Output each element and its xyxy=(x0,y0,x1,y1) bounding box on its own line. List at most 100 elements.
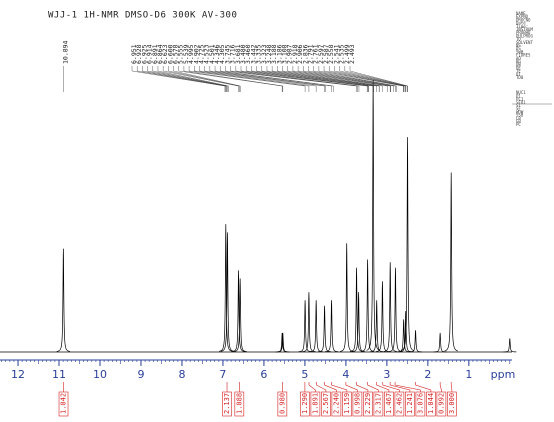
x-tick-label: 5 xyxy=(301,368,308,381)
parameter: NS xyxy=(516,43,521,48)
peak-label: 4.995 xyxy=(187,44,195,64)
peak-label: 2.587 xyxy=(322,44,330,64)
peak xyxy=(360,259,375,352)
peak-leader xyxy=(266,66,377,92)
peak-leader xyxy=(292,66,391,92)
peak-label: 3.323 xyxy=(260,44,268,64)
peak xyxy=(324,300,339,353)
x-tick-label: 6 xyxy=(260,368,267,381)
parameter: FIDRES xyxy=(516,53,531,58)
peak-label: 3.335 xyxy=(255,44,263,64)
integral-label: 0.992 xyxy=(437,393,445,414)
parameter: GB xyxy=(516,119,521,124)
x-tick-label: 10 xyxy=(93,368,107,381)
parameter: Date_ xyxy=(516,21,529,26)
peak-label: 2.558 xyxy=(327,44,335,64)
integral-box xyxy=(58,391,69,417)
peak-label: 2.493 xyxy=(348,44,356,64)
peak-label: 3.186 xyxy=(275,44,283,64)
parameter: SSB xyxy=(516,113,524,118)
parameter: PL1 xyxy=(516,97,524,102)
peak-leader xyxy=(199,66,317,92)
peak xyxy=(444,172,458,352)
peak xyxy=(231,270,246,352)
parameter: TE xyxy=(516,69,521,74)
peak xyxy=(302,292,316,353)
integral-box xyxy=(277,391,288,417)
x-axis-label: ppm xyxy=(491,368,516,381)
x-tick-label: 8 xyxy=(178,368,185,381)
x-tick-label: 1 xyxy=(465,368,472,381)
peak-leader xyxy=(261,66,374,92)
integral-box xyxy=(405,391,415,417)
peak-leader xyxy=(349,66,408,92)
parameter: NUC1 xyxy=(516,90,526,95)
peak-leader xyxy=(157,66,229,92)
peak-label: 2.761 xyxy=(312,44,320,64)
peak-label: 2.836 xyxy=(301,44,309,64)
x-tick-label: 12 xyxy=(11,368,25,381)
integral-box xyxy=(300,391,310,417)
peak-leader xyxy=(323,66,404,92)
parameter: DS xyxy=(516,46,521,51)
integral-label: 0.998 xyxy=(353,393,361,414)
parameter: SFO1 xyxy=(516,100,526,105)
integral-label: 1.290 xyxy=(301,393,309,414)
parameter: DW xyxy=(516,62,521,67)
peak-label: 6.928 xyxy=(135,44,143,64)
peak-label: 2.499 xyxy=(343,44,351,64)
peak-leader xyxy=(168,66,240,92)
x-tick-label: 7 xyxy=(219,368,226,381)
peak-label: 3.188 xyxy=(270,44,278,64)
parameter: SOLVENT xyxy=(516,40,533,45)
peak-leader xyxy=(303,66,394,92)
peak-label: 5.539 xyxy=(182,44,190,64)
chart-title: WJJ-1 1H-NMR DMSO-D6 300K AV-300 xyxy=(48,11,237,21)
peak-label: 6.951 xyxy=(130,44,138,64)
parameter: PC xyxy=(516,122,521,127)
peak xyxy=(349,267,364,352)
peak-leader xyxy=(147,66,227,92)
integral-bracket xyxy=(382,382,400,392)
peak-leader xyxy=(220,66,334,92)
peak xyxy=(219,224,233,352)
integral-label: 1.241 xyxy=(406,393,414,414)
peak-label: 6.925 xyxy=(140,44,148,64)
peak-label: 6.578 xyxy=(172,44,180,64)
peak-label: 2.906 xyxy=(296,44,304,64)
peak-label: 3.442 xyxy=(249,44,257,64)
peak-label: 3.248 xyxy=(265,44,273,64)
peak-label: 6.623 xyxy=(161,44,169,64)
parameter: SF xyxy=(516,106,521,111)
peak-leader xyxy=(214,66,332,92)
peak-label: 3.480 xyxy=(239,44,247,64)
integral-label: 1.042 xyxy=(60,393,68,414)
peak-leader xyxy=(178,66,283,92)
integral-label: 1.891 xyxy=(311,393,319,414)
peak-label: 4.305 xyxy=(218,44,226,64)
integral-bracket xyxy=(439,382,442,392)
peak xyxy=(370,300,384,353)
parameter: SWH xyxy=(516,49,524,54)
parameter: AQ xyxy=(516,56,521,61)
peak-label: 2.791 xyxy=(306,44,314,64)
integral-box xyxy=(352,391,363,417)
peak xyxy=(220,232,235,352)
integral-bracket xyxy=(376,382,390,392)
parameter: TD0 xyxy=(516,75,524,80)
parameter: INSTRUM xyxy=(516,27,533,32)
parameter: PULPROG xyxy=(516,33,533,38)
peak-leader xyxy=(142,66,227,92)
peak-label: 3.460 xyxy=(244,44,252,64)
peak-leader xyxy=(287,66,388,92)
parameter: P1 xyxy=(516,93,521,98)
integral-box xyxy=(436,391,447,417)
parameter: LB xyxy=(516,116,521,121)
peak-label: 2.535 xyxy=(338,44,346,64)
peak-leader xyxy=(235,66,360,92)
parameter: DE xyxy=(516,65,521,70)
peak-leader xyxy=(251,66,369,92)
parameter: WDW xyxy=(516,109,524,114)
peak-leader xyxy=(225,66,357,92)
